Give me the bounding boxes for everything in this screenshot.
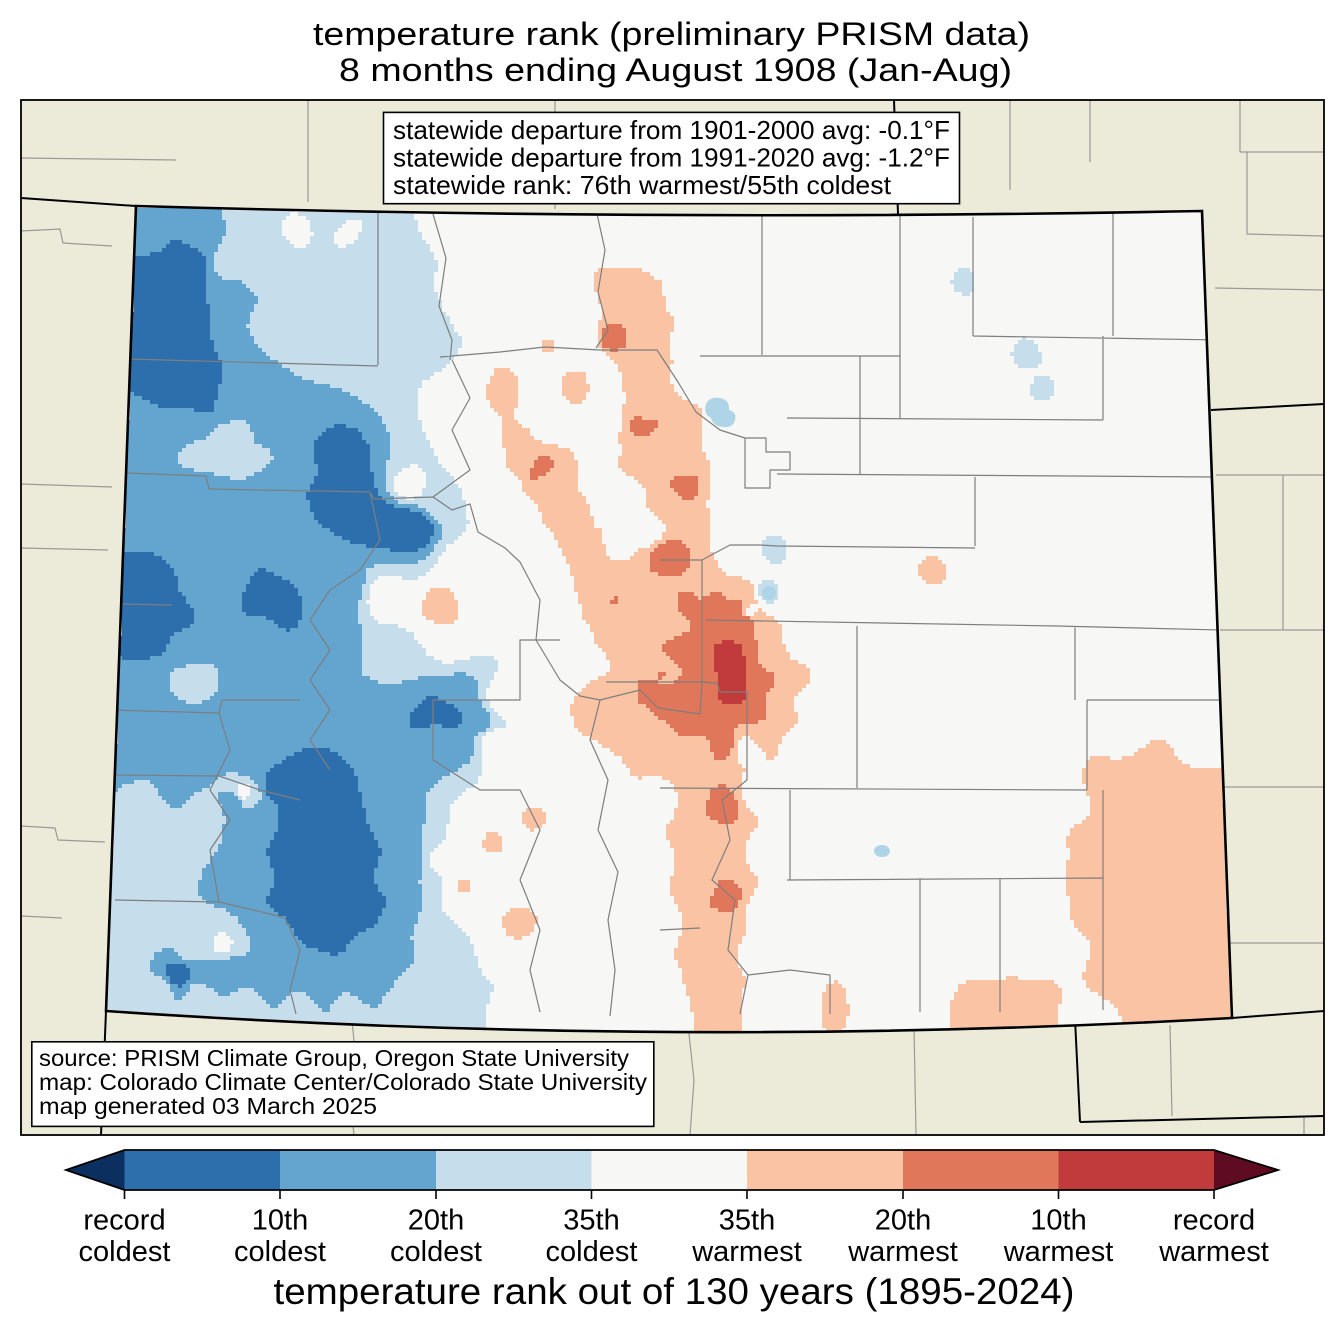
svg-text:warmest: warmest bbox=[1003, 1236, 1114, 1268]
svg-text:coldest: coldest bbox=[546, 1236, 638, 1268]
svg-text:coldest: coldest bbox=[79, 1236, 171, 1268]
svg-text:warmest: warmest bbox=[847, 1236, 958, 1268]
svg-text:20th: 20th bbox=[408, 1205, 464, 1237]
svg-text:statewide rank: 76th warmest/5: statewide rank: 76th warmest/55th coldes… bbox=[393, 170, 892, 200]
svg-text:map: Colorado Climate Center/C: map: Colorado Climate Center/Colorado St… bbox=[39, 1069, 648, 1095]
svg-text:35th: 35th bbox=[719, 1205, 775, 1237]
svg-text:20th: 20th bbox=[875, 1205, 931, 1237]
svg-text:35th: 35th bbox=[563, 1205, 619, 1237]
svg-text:coldest: coldest bbox=[390, 1236, 482, 1268]
svg-text:temperature rank (preliminary: temperature rank (preliminary PRISM data… bbox=[313, 16, 1030, 52]
svg-text:statewide departure from 1901-: statewide departure from 1901-2000 avg: … bbox=[393, 115, 950, 145]
svg-text:coldest: coldest bbox=[234, 1236, 326, 1268]
svg-text:warmest: warmest bbox=[1158, 1236, 1269, 1268]
svg-text:source: PRISM Climate Group, O: source: PRISM Climate Group, Oregon Stat… bbox=[39, 1045, 630, 1071]
svg-text:10th: 10th bbox=[1030, 1205, 1086, 1237]
svg-text:8 months ending August 1908 (J: 8 months ending August 1908 (Jan-Aug) bbox=[339, 52, 1012, 88]
svg-text:warmest: warmest bbox=[691, 1236, 802, 1268]
svg-text:temperature rank out of 130 ye: temperature rank out of 130 years (1895-… bbox=[274, 1271, 1075, 1312]
svg-text:10th: 10th bbox=[252, 1205, 308, 1237]
svg-text:statewide departure from 1991-: statewide departure from 1991-2020 avg: … bbox=[393, 143, 950, 173]
svg-text:record: record bbox=[1173, 1205, 1255, 1237]
svg-text:map generated 03 March 2025: map generated 03 March 2025 bbox=[39, 1093, 377, 1119]
svg-text:record: record bbox=[83, 1205, 165, 1237]
